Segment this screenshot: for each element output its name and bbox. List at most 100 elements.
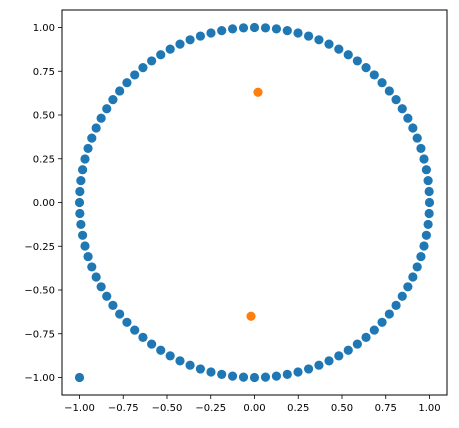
circle-point (156, 50, 166, 60)
circle-point (314, 360, 324, 370)
circle-point (217, 25, 227, 36)
circle-point (227, 371, 238, 381)
orange-point (246, 311, 256, 321)
circle-point (75, 186, 85, 197)
circle-point (238, 372, 249, 382)
circle-point (249, 372, 260, 383)
circle-point (369, 325, 379, 335)
circle-point (175, 356, 185, 366)
circle-point (83, 251, 93, 262)
circle-point (138, 332, 148, 342)
circle-point (361, 332, 371, 342)
data-points (74, 22, 435, 383)
circle-point (217, 369, 227, 380)
circle-point (369, 70, 379, 80)
plot-frame (61, 9, 448, 396)
y-tick-label: 0.75 (33, 67, 55, 78)
circle-point (361, 63, 371, 73)
circle-point (115, 86, 125, 96)
circle-point (195, 364, 206, 374)
circle-point (424, 186, 434, 197)
circle-point (282, 25, 292, 36)
y-tick-label: −0.25 (24, 242, 55, 253)
circle-point (130, 325, 140, 335)
x-tick-label: −1.00 (64, 403, 95, 414)
circle-point (403, 282, 413, 292)
circle-point (293, 367, 303, 377)
circle-point (412, 133, 422, 143)
corner-point (74, 372, 85, 383)
circle-point (334, 44, 344, 54)
circle-point (130, 70, 140, 80)
circle-point (352, 339, 362, 349)
circle-point (391, 95, 401, 105)
circle-point (419, 241, 429, 251)
circle-point (147, 56, 157, 66)
circle-point (96, 282, 106, 292)
y-tick-label: 0.00 (33, 198, 55, 209)
orange-point (253, 87, 263, 97)
circle-point (122, 317, 132, 327)
y-tick-label: −1.00 (24, 373, 55, 384)
circle-point (91, 272, 101, 282)
circle-point (206, 367, 216, 377)
circle-point (80, 241, 90, 251)
circle-point (185, 360, 195, 370)
circle-point (195, 31, 206, 41)
circle-point (324, 39, 334, 49)
circle-point (271, 24, 282, 34)
circle-point (122, 78, 132, 88)
circle-point (87, 133, 97, 143)
circle-point (83, 143, 93, 154)
circle-point (238, 23, 249, 33)
circle-point (91, 123, 101, 133)
circle-point (424, 208, 434, 219)
circle-point (102, 291, 112, 301)
y-tick-label: 1.00 (33, 23, 55, 34)
circle-point (324, 356, 334, 366)
circle-point (423, 175, 433, 186)
circle-point (408, 272, 418, 282)
circle-point (108, 300, 118, 310)
circle-point (75, 208, 85, 219)
x-tick-label: 0.25 (287, 403, 309, 414)
circle-point (423, 219, 433, 230)
circle-point (76, 219, 86, 230)
circle-point (271, 371, 282, 381)
circle-point (421, 230, 432, 240)
circle-point (156, 345, 166, 355)
x-tick-label: −0.25 (195, 403, 226, 414)
circle-point (76, 175, 86, 186)
x-tick-label: −0.75 (108, 403, 139, 414)
circle-point (115, 309, 125, 319)
circle-point (96, 113, 106, 123)
axis-ticks: −1.00 −0.75 −0.50 −0.25 0.00 0.25 0.50 0.75 1.00… (24, 23, 440, 414)
circle-point (343, 345, 353, 355)
circle-point (384, 86, 394, 96)
circle-point (408, 123, 418, 133)
circle-point (77, 230, 88, 240)
circle-point (412, 262, 422, 272)
circle-point (108, 95, 118, 105)
circle-point (397, 104, 407, 114)
y-tick-label: −0.75 (24, 329, 55, 340)
y-tick-label: −0.50 (24, 286, 55, 297)
circle-point (282, 369, 292, 380)
circle-point (87, 262, 97, 272)
x-tick-label: 0.75 (375, 403, 397, 414)
circle-point (377, 78, 387, 88)
circle-point (102, 104, 112, 114)
circle-point (74, 197, 85, 208)
circle-point (249, 22, 260, 33)
circle-point (377, 317, 387, 327)
circle-point (424, 197, 435, 208)
x-tick-label: −0.50 (152, 403, 183, 414)
circle-point (303, 364, 314, 374)
circle-point (334, 351, 344, 361)
circle-point (165, 44, 175, 54)
circle-point (260, 23, 271, 33)
circle-point (421, 165, 432, 175)
circle-point (77, 165, 88, 175)
circle-point (397, 291, 407, 301)
